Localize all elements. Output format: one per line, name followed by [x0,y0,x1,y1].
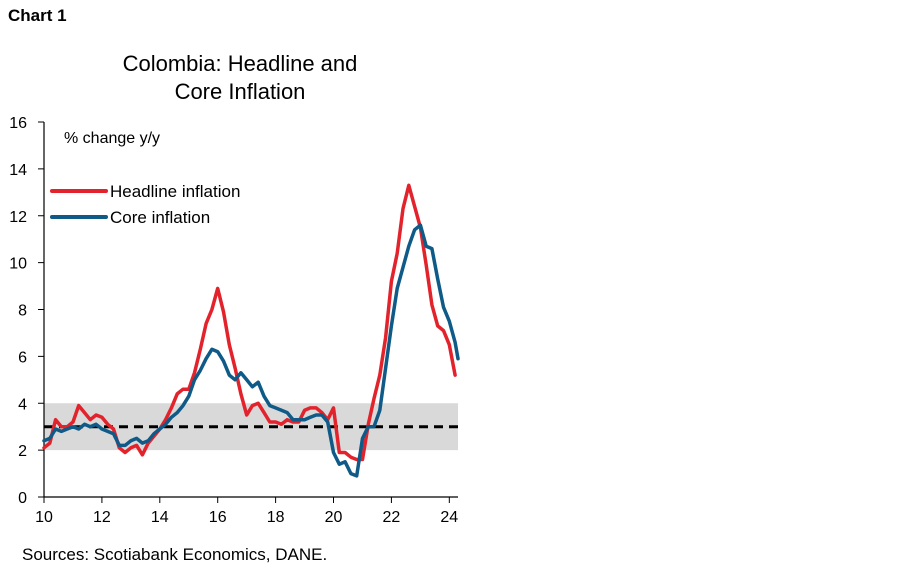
chart-label: Chart 1 [8,6,67,25]
unit-label: % change y/y [64,130,160,147]
x-tick-label: 14 [151,509,169,526]
x-tick-label: 24 [440,509,458,526]
y-tick-label: 2 [18,443,27,460]
x-tick-label: 20 [325,509,343,526]
y-tick-label: 4 [18,396,27,413]
legend: Headline inflation Core inflation [50,182,240,227]
chart-title-line-2: Core Inflation [174,79,306,104]
y-tick-label: 6 [18,349,27,366]
headline-inflation-line [42,183,457,462]
x-tick-label: 10 [35,509,53,526]
chart-title-line-1: Colombia: Headline and [122,51,358,76]
core-inflation-line [42,223,460,478]
x-tick-label: 12 [93,509,111,526]
x-tick-label: 18 [267,509,285,526]
legend-label-headline: Headline inflation [110,182,240,201]
y-tick-label: 0 [18,490,27,507]
x-tick-label: 16 [209,509,227,526]
y-tick-label: 10 [9,256,27,273]
legend-label-core: Core inflation [110,208,210,227]
x-tick-label: 22 [383,509,401,526]
y-tick-label: 16 [9,115,27,132]
source-note: Sources: Scotiabank Economics, DANE. [22,545,328,564]
series-layer [42,183,460,478]
chart-title: Colombia: Headline and Core Inflation [40,50,440,106]
y-tick-label: 12 [9,209,27,226]
y-tick-label: 14 [9,162,27,179]
y-tick-label: 8 [18,303,27,320]
